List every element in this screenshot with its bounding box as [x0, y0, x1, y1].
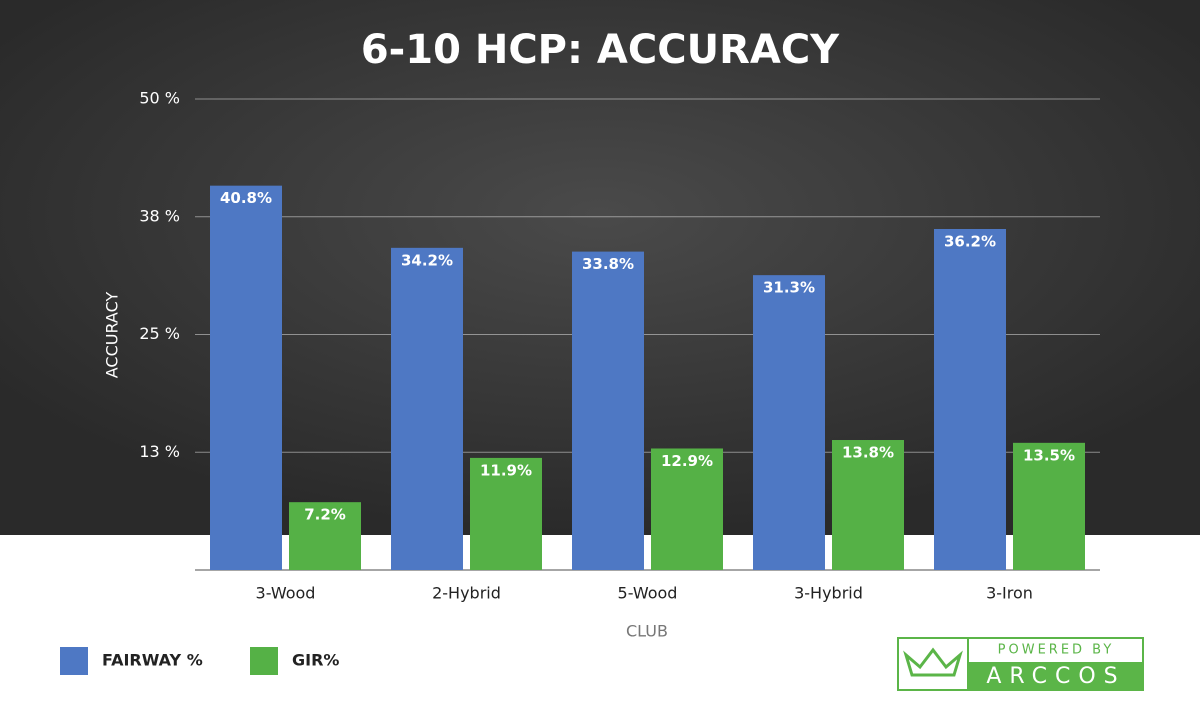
- value-label: 13.8%: [842, 444, 894, 462]
- value-label: 11.9%: [480, 461, 532, 479]
- value-label: 36.2%: [944, 232, 996, 250]
- legend-swatch: [60, 647, 88, 675]
- x-tick-label: 3-Iron: [986, 584, 1033, 603]
- legend-swatch: [250, 647, 278, 675]
- logo: POWERED BY ARCCOS: [897, 637, 1144, 691]
- y-tick-label: 50 %: [139, 89, 180, 108]
- bar: [572, 251, 644, 570]
- bar: [1013, 442, 1085, 570]
- value-label: 40.8%: [220, 189, 272, 207]
- x-tick-label: 3-Wood: [256, 584, 316, 603]
- y-tick-label: 25 %: [139, 324, 180, 343]
- value-label: 34.2%: [401, 251, 453, 269]
- value-label: 7.2%: [304, 506, 346, 524]
- bar: [210, 185, 282, 570]
- bar: [289, 502, 361, 570]
- logo-crown: [903, 647, 963, 677]
- logo-top-text: POWERED BY: [998, 643, 1115, 658]
- y-axis-label: ACCURACY: [103, 292, 122, 379]
- legend-label: GIR%: [292, 651, 339, 670]
- logo-band: [968, 662, 1143, 690]
- value-label: 13.5%: [1023, 446, 1075, 464]
- bar: [832, 440, 904, 570]
- chart-title: 6-10 HCP: ACCURACY: [361, 27, 840, 73]
- bar: [391, 247, 463, 570]
- y-tick-label: 38 %: [139, 206, 180, 225]
- x-axis-label: CLUB: [626, 622, 668, 641]
- logo-bottom-text: ARCCOS: [986, 664, 1125, 689]
- bar: [934, 228, 1006, 570]
- legend-label: FAIRWAY %: [102, 651, 203, 670]
- x-tick-label: 2-Hybrid: [432, 584, 501, 603]
- bar: [753, 275, 825, 570]
- value-label: 33.8%: [582, 255, 634, 273]
- bar: [651, 448, 723, 570]
- x-tick-label: 3-Hybrid: [794, 584, 863, 603]
- bar: [470, 457, 542, 570]
- y-tick-label: 13 %: [139, 442, 180, 461]
- value-label: 12.9%: [661, 452, 713, 470]
- x-tick-label: 5-Wood: [618, 584, 678, 603]
- value-label: 31.3%: [763, 279, 815, 297]
